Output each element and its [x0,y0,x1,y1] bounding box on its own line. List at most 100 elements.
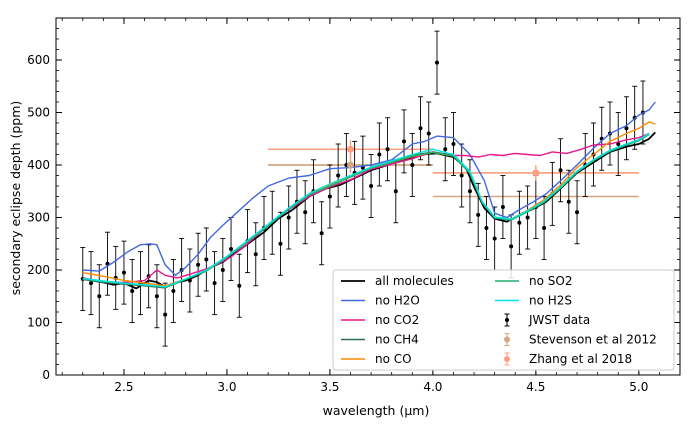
jwst-marker [451,142,456,146]
jwst-marker [121,270,126,275]
jwst-point [401,109,407,174]
legend-label: no H2O [375,294,420,308]
jwst-marker [566,199,571,204]
x-tick-label: 3.0 [217,380,236,394]
jwst-marker [327,194,332,199]
legend-entry: no H2O [341,294,420,308]
x-tick-label: 5.0 [629,380,648,394]
y-axis-label: secondary eclipse depth (ppm) [8,101,23,296]
x-tick-label: 3.5 [320,380,339,394]
jwst-marker [237,283,242,288]
jwst-marker [212,281,217,286]
jwst-marker [220,268,225,272]
jwst-point [623,96,629,161]
jwst-marker [509,244,514,249]
jwst-marker [303,210,308,215]
jwst-marker [484,226,489,230]
legend-label: no CH4 [375,333,419,347]
jwst-point [516,190,522,255]
x-axis-label: wavelength (μm) [323,403,430,418]
jwst-marker [196,262,201,267]
legend-entry: no CO [341,352,412,366]
legend-entry: no SO2 [495,274,572,288]
x-tick-label: 4.0 [423,380,442,394]
series-line [82,133,650,288]
legend-label: Zhang et al 2018 [529,352,632,366]
jwst-point [212,251,218,316]
jwst-marker [418,126,423,131]
y-tick-label: 0 [42,368,50,382]
jwst-marker [286,215,291,220]
legend-label: all molecules [375,274,454,288]
jwst-point [615,112,621,176]
jwst-point [500,175,506,239]
y-tick-label: 500 [27,106,50,120]
series-line [82,101,656,276]
legend-label: no CO [375,352,412,366]
legend-label: no H2S [529,294,572,308]
jwst-point [393,159,399,224]
x-tick-label: 2.5 [114,380,133,394]
jwst-point [525,185,531,250]
legend-label: no SO2 [529,274,572,288]
jwst-marker [385,147,390,152]
plot-area [80,30,656,347]
y-tick-label: 100 [27,316,50,330]
jwst-point [385,117,391,182]
jwst-point [558,138,564,203]
series-line [82,132,650,289]
legend-entry: JWST data [504,313,590,327]
jwst-marker [171,289,176,293]
legend-entry: no CO2 [341,313,419,327]
jwst-point [104,231,110,296]
series-line [82,121,656,287]
jwst-point [376,122,382,187]
legend-entry: Zhang et al 2018 [504,352,632,366]
jwst-point [467,159,473,224]
y-tick-label: 200 [27,263,50,277]
legend: all molecules no H2O no CO2 no CH4 no CO no S… [332,269,675,371]
y-tick-label: 400 [27,158,50,172]
legend-label: no CO2 [375,313,419,327]
jwst-marker [525,215,530,220]
jwst-marker [500,205,505,209]
jwst-marker [377,152,382,157]
jwst-point [121,240,127,305]
jwst-marker [558,168,563,173]
jwst-point [459,143,465,208]
legend-handle-point [504,336,510,343]
jwst-point [154,264,160,329]
jwst-point [434,30,440,95]
jwst-marker [426,131,431,136]
literature-point [346,145,354,153]
jwst-point [319,201,325,266]
axes: 2.5 3.0 3.5 4.0 4.5 5.0 0 100 200 300 400 500 600 [27,17,681,394]
jwst-marker [319,231,324,236]
jwst-marker [163,312,168,317]
jwst-marker [410,163,415,167]
jwst-marker [89,281,94,286]
jwst-marker [402,139,407,144]
jwst-point [195,232,201,297]
jwst-marker [204,257,209,262]
jwst-marker [369,184,374,188]
jwst-point [302,180,308,245]
jwst-point [442,117,448,182]
legend-entry: no H2S [495,294,572,308]
jwst-marker [459,173,464,178]
jwst-point [203,227,209,292]
x-tick-label: 4.5 [526,380,545,394]
legend-handle-point [504,356,510,362]
y-tick-label: 600 [27,53,50,67]
jwst-point [88,251,94,316]
jwst-point [426,101,432,166]
jwst-marker [154,294,159,299]
jwst-point [286,185,292,250]
jwst-marker [253,252,258,257]
jwst-marker [616,142,621,146]
jwst-marker [130,289,135,293]
jwst-marker [542,226,547,230]
legend-entry: all molecules [341,274,454,288]
jwst-marker [575,210,580,215]
